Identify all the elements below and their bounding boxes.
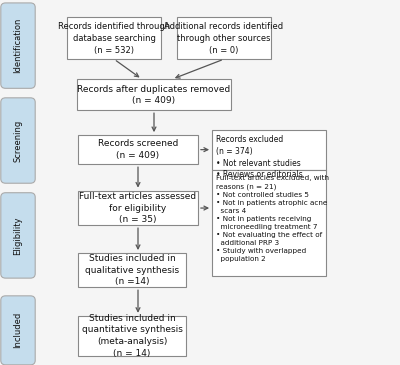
Text: Records after duplicates removed
(n = 409): Records after duplicates removed (n = 40…	[77, 85, 231, 105]
Text: Full-text articles assessed
for eligibility
(n = 35): Full-text articles assessed for eligibil…	[80, 192, 196, 224]
FancyBboxPatch shape	[78, 191, 198, 225]
Text: Records excluded
(n = 374)
• Not relevant studies
• Reviews or editorials: Records excluded (n = 374) • Not relevan…	[216, 135, 303, 180]
FancyBboxPatch shape	[177, 17, 271, 59]
Text: Included: Included	[14, 312, 22, 349]
FancyBboxPatch shape	[1, 296, 35, 365]
FancyBboxPatch shape	[1, 193, 35, 278]
Text: Studies included in
qualitative synthesis
(n =14): Studies included in qualitative synthesi…	[85, 254, 179, 287]
Text: Records screened
(n = 409): Records screened (n = 409)	[98, 139, 178, 160]
Text: Additional records identified
through other sources
(n = 0): Additional records identified through ot…	[164, 22, 284, 55]
Text: Identification: Identification	[14, 18, 22, 73]
Text: Screening: Screening	[14, 119, 22, 162]
Text: Eligibility: Eligibility	[14, 216, 22, 255]
FancyBboxPatch shape	[1, 98, 35, 183]
FancyBboxPatch shape	[78, 253, 186, 288]
FancyBboxPatch shape	[77, 79, 231, 110]
FancyBboxPatch shape	[67, 17, 161, 59]
Text: Records identified through
database searching
(n = 532): Records identified through database sear…	[58, 22, 170, 55]
FancyBboxPatch shape	[1, 3, 35, 88]
FancyBboxPatch shape	[78, 135, 198, 164]
FancyBboxPatch shape	[78, 316, 186, 356]
FancyBboxPatch shape	[212, 130, 326, 170]
Text: Full-text articles excluded, with
reasons (n = 21)
• Not controlled studies 5
• : Full-text articles excluded, with reason…	[216, 175, 329, 262]
FancyBboxPatch shape	[212, 170, 326, 276]
Text: Studies included in
quantitative synthesis
(meta-analysis)
(n = 14): Studies included in quantitative synthes…	[82, 314, 182, 358]
